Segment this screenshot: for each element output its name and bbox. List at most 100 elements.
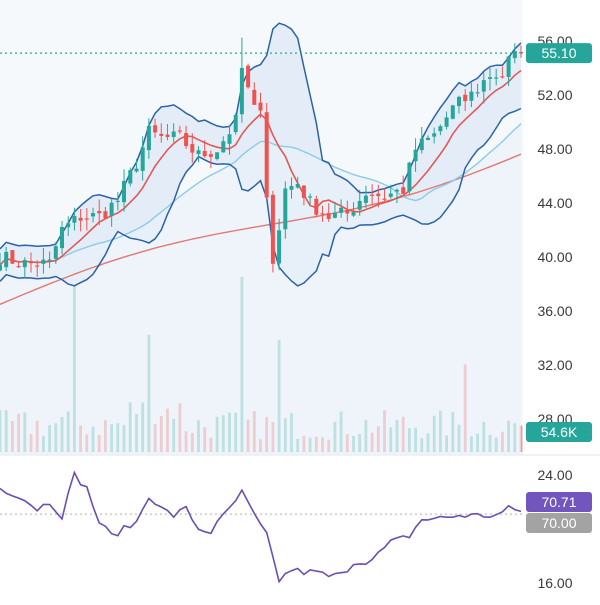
candle-body — [153, 125, 158, 133]
badge-layer: 55.10 54.6K 70.71 70.00 — [526, 43, 592, 533]
candle-body — [345, 210, 350, 214]
price-tick-label: 44.00 — [537, 195, 572, 211]
candle-body — [16, 266, 21, 268]
candle-body — [146, 125, 151, 151]
candle-body — [91, 213, 95, 217]
candle-body — [320, 213, 325, 215]
candle-layer — [0, 37, 523, 279]
candle-body — [463, 94, 468, 102]
candle-body — [4, 251, 9, 268]
bollinger-upper-line — [0, 22, 522, 250]
price-tick-label: 52.00 — [537, 87, 572, 103]
candle-body — [252, 89, 257, 105]
candle-body — [426, 137, 430, 140]
candle-body — [115, 200, 120, 202]
candle-body — [60, 227, 64, 249]
candle-body — [339, 207, 344, 213]
candle-body — [357, 200, 362, 210]
candle-body — [10, 250, 15, 264]
last-price-badge-bg — [526, 43, 592, 64]
candle-body — [109, 202, 114, 217]
candle-body — [128, 170, 133, 184]
ma-long-line — [0, 153, 522, 305]
candle-body — [450, 105, 455, 119]
candle-body — [97, 211, 102, 214]
candle-body — [277, 230, 282, 264]
oscillator-pane — [0, 470, 523, 584]
candle-body — [184, 133, 189, 147]
candle-body — [494, 77, 499, 79]
candle-body — [233, 114, 238, 133]
candle-body — [227, 134, 232, 144]
candle-body — [407, 162, 412, 192]
last-price-badge-text: 55.10 — [541, 45, 576, 61]
price-tick-label: 32.00 — [537, 357, 572, 373]
candle-body — [0, 265, 2, 271]
candle-body — [122, 180, 126, 203]
candle-body — [395, 189, 399, 192]
candle-body — [295, 184, 300, 188]
price-tick-label: 48.00 — [537, 141, 572, 157]
candle-body — [78, 217, 83, 221]
oscillator-value-badge-text: 70.71 — [541, 494, 576, 510]
candle-body — [72, 215, 77, 223]
candle-body — [134, 168, 139, 172]
candle-body — [413, 149, 418, 162]
volume-badge-text: 54.6K — [541, 424, 578, 440]
candle-body — [488, 77, 492, 79]
candle-body — [258, 102, 263, 111]
candle-body — [432, 133, 437, 137]
candle-body — [314, 198, 319, 215]
last-price-badge: 55.10 — [526, 43, 592, 64]
candle-body — [159, 133, 164, 136]
candle-body — [388, 193, 393, 197]
oscillator-line — [0, 470, 522, 584]
candle-body — [326, 213, 331, 219]
candle-body — [264, 112, 269, 198]
candle-body — [500, 76, 505, 78]
candle-body — [351, 212, 356, 216]
candle-body — [221, 141, 226, 153]
price-tick-label: 36.00 — [537, 303, 572, 319]
volume-badge: 54.6K — [526, 422, 592, 442]
candle-body — [457, 96, 461, 106]
candle-body — [301, 185, 306, 198]
candle-body — [481, 80, 486, 92]
candle-body — [419, 138, 424, 151]
volume-badge-bg — [526, 422, 592, 442]
candle-body — [239, 68, 244, 115]
price-tick-label: 40.00 — [537, 249, 572, 265]
oscillator-tick-label: 16.00 — [537, 575, 572, 591]
candle-body — [202, 151, 207, 157]
candle-body — [469, 91, 474, 101]
candle-body — [289, 186, 294, 190]
oscillator-level-badge-text: 70.00 — [541, 515, 576, 531]
candle-body — [382, 198, 387, 200]
bollinger-lower-line — [0, 107, 522, 287]
candle-body — [190, 144, 195, 153]
candle-body — [177, 130, 182, 132]
candle-body — [401, 187, 406, 194]
candle-body — [376, 193, 381, 197]
candle-body — [332, 212, 337, 218]
candle-body — [41, 259, 46, 264]
candle-body — [283, 188, 288, 230]
oscillator-level-badge-bg — [526, 513, 592, 533]
candle-body — [29, 261, 33, 264]
candle-body — [66, 223, 71, 228]
candle-body — [370, 194, 375, 196]
candle-body — [140, 147, 145, 171]
oscillator-value-badge: 70.71 — [526, 492, 592, 512]
ma-slow-line — [0, 123, 522, 266]
candle-body — [35, 265, 40, 267]
candle-body — [165, 134, 170, 137]
candle-body — [438, 126, 443, 132]
candle-body — [308, 196, 313, 198]
candle-body — [475, 92, 480, 94]
candle-body — [47, 259, 52, 262]
candle-body — [103, 211, 108, 219]
candle-body — [270, 194, 275, 264]
candle-body — [22, 260, 27, 268]
